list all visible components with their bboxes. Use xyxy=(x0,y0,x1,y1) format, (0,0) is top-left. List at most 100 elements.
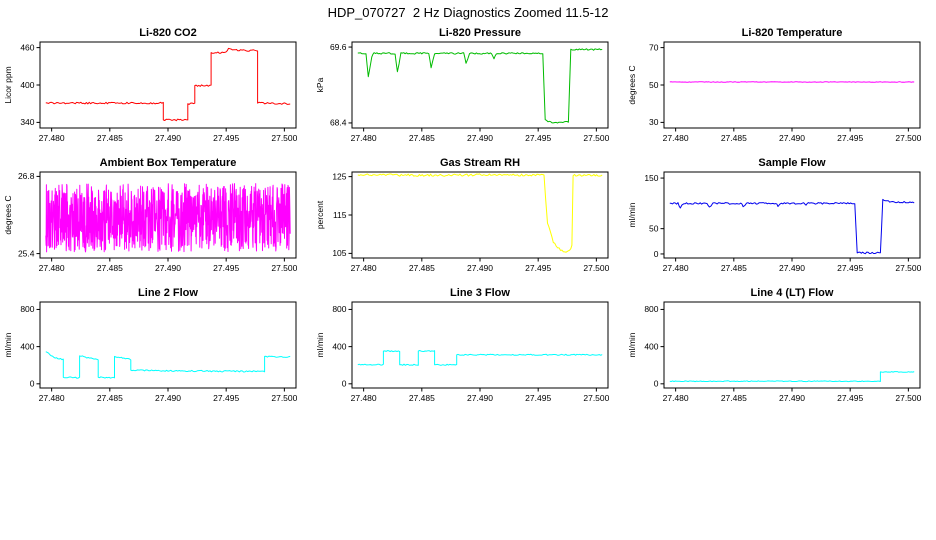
y-axis-label: degrees C xyxy=(3,195,13,234)
x-tick-label: 27.490 xyxy=(779,133,805,143)
x-tick-label: 27.485 xyxy=(409,133,435,143)
chart-panel-li-820-temperature: Li-820 Temperature degrees C 27.480 27.485 2… xyxy=(624,26,936,156)
chart-panel-gas-stream-rh: Gas Stream RH percent 27.480 27.485 27.490 27… xyxy=(312,156,624,286)
plot-box xyxy=(663,41,921,129)
x-tick-label: 27.485 xyxy=(721,263,747,273)
x-tick-label: 27.480 xyxy=(351,133,377,143)
chart-title: Sample Flow xyxy=(758,157,826,169)
x-tick-label: 27.495 xyxy=(525,393,551,403)
y-tick-label: 70 xyxy=(649,42,659,52)
plot-box xyxy=(351,301,609,389)
chart-svg-gas-stream-rh: Gas Stream RH percent 27.480 27.485 27.490 27… xyxy=(315,157,610,273)
chart-svg-line-3-flow: Line 3 Flow ml/min 27.480 27.485 27.490 27.49… xyxy=(315,287,610,403)
y-tick-label: 800 xyxy=(332,304,346,314)
y-tick-label: 400 xyxy=(20,80,34,90)
y-tick-label: 340 xyxy=(20,117,34,127)
chart-svg-line-2-flow: Line 2 Flow ml/min 27.480 27.485 27.490 27.49… xyxy=(3,287,298,403)
chart-title: Gas Stream RH xyxy=(440,157,520,169)
chart-panel-li-820-co2: Li-820 CO2 Licor ppm 27.480 27.485 27.490 27.… xyxy=(0,26,312,156)
series-line-li-820-pressure xyxy=(357,48,603,124)
series-line-sample-flow xyxy=(669,198,915,255)
plot-box xyxy=(39,171,297,259)
plot-box xyxy=(351,171,609,259)
series-line-gas-stream-rh xyxy=(357,173,603,253)
chart-svg-li-820-co2: Li-820 CO2 Licor ppm 27.480 27.485 27.490 27.… xyxy=(3,27,298,143)
chart-panel-line-2-flow: Line 2 Flow ml/min 27.480 27.485 27.490 27.49… xyxy=(0,286,312,416)
x-tick-label: 27.495 xyxy=(213,263,239,273)
y-tick-label: 125 xyxy=(332,171,346,181)
chart-svg-sample-flow: Sample Flow ml/min 27.480 27.485 27.490 27.49… xyxy=(627,157,922,273)
y-tick-label: 105 xyxy=(332,248,346,258)
chart-panel-li-820-pressure: Li-820 Pressure kPa 27.480 27.485 27.490 27.4… xyxy=(312,26,624,156)
x-tick-label: 27.480 xyxy=(663,263,689,273)
y-tick-label: 50 xyxy=(649,80,659,90)
chart-title: Line 4 (LT) Flow xyxy=(751,287,834,299)
charts-grid: Li-820 CO2 Licor ppm 27.480 27.485 27.490 27.… xyxy=(0,26,936,416)
y-tick-label: 800 xyxy=(20,304,34,314)
chart-title: Ambient Box Temperature xyxy=(100,157,237,169)
plot-box xyxy=(39,301,297,389)
x-tick-label: 27.495 xyxy=(213,393,239,403)
x-tick-label: 27.500 xyxy=(271,263,297,273)
x-tick-label: 27.495 xyxy=(213,133,239,143)
plot-box xyxy=(351,41,609,129)
y-axis-label: ml/min xyxy=(627,332,637,357)
y-tick-label: 0 xyxy=(654,379,659,389)
x-tick-label: 27.485 xyxy=(97,263,123,273)
plot-box xyxy=(663,301,921,389)
chart-svg-line-4-lt-flow: Line 4 (LT) Flow ml/min 27.480 27.485 27.490… xyxy=(627,287,922,403)
x-tick-label: 27.495 xyxy=(837,393,863,403)
x-tick-label: 27.495 xyxy=(525,133,551,143)
y-axis-label: degrees C xyxy=(627,65,637,104)
y-tick-label: 115 xyxy=(333,210,347,220)
y-tick-label: 800 xyxy=(644,304,658,314)
y-tick-label: 68.4 xyxy=(330,118,347,128)
x-tick-label: 27.485 xyxy=(409,263,435,273)
series-line-ambient-box-temperature xyxy=(45,183,291,253)
x-tick-label: 27.480 xyxy=(39,393,65,403)
y-tick-label: 50 xyxy=(649,223,659,233)
x-tick-label: 27.480 xyxy=(663,133,689,143)
chart-title: Line 3 Flow xyxy=(450,287,510,299)
x-tick-label: 27.490 xyxy=(155,263,181,273)
chart-title: Li-820 CO2 xyxy=(139,27,196,39)
x-tick-label: 27.500 xyxy=(583,263,609,273)
chart-panel-sample-flow: Sample Flow ml/min 27.480 27.485 27.490 27.49… xyxy=(624,156,936,286)
chart-title: Li-820 Temperature xyxy=(742,27,843,39)
y-axis-label: kPa xyxy=(315,77,325,92)
x-tick-label: 27.485 xyxy=(97,393,123,403)
x-tick-label: 27.485 xyxy=(721,133,747,143)
x-tick-label: 27.495 xyxy=(837,263,863,273)
series-line-line-3-flow xyxy=(357,350,603,366)
y-tick-label: 400 xyxy=(332,341,346,351)
x-tick-label: 27.490 xyxy=(467,393,493,403)
page-title: HDP_070727 2 Hz Diagnostics Zoomed 11.5-… xyxy=(327,5,609,20)
plot-box xyxy=(39,41,297,129)
x-tick-label: 27.490 xyxy=(779,393,805,403)
x-tick-label: 27.485 xyxy=(721,393,747,403)
chart-svg-li-820-pressure: Li-820 Pressure kPa 27.480 27.485 27.490 27.4… xyxy=(315,27,610,143)
x-tick-label: 27.500 xyxy=(583,393,609,403)
y-axis-label: Licor ppm xyxy=(3,66,13,103)
y-tick-label: 30 xyxy=(649,117,659,127)
x-tick-label: 27.480 xyxy=(351,263,377,273)
y-tick-label: 150 xyxy=(644,173,658,183)
x-tick-label: 27.480 xyxy=(351,393,377,403)
chart-svg-ambient-box-temperature: Ambient Box Temperature degrees C 27.480 27… xyxy=(3,157,298,273)
x-tick-label: 27.485 xyxy=(97,133,123,143)
chart-title: Line 2 Flow xyxy=(138,287,198,299)
x-tick-label: 27.490 xyxy=(467,133,493,143)
x-tick-label: 27.500 xyxy=(895,393,921,403)
x-tick-label: 27.480 xyxy=(39,263,65,273)
y-axis-label: ml/min xyxy=(627,202,637,227)
series-line-line-2-flow xyxy=(45,351,291,379)
x-tick-label: 27.500 xyxy=(895,133,921,143)
chart-panel-line-3-flow: Line 3 Flow ml/min 27.480 27.485 27.490 27.49… xyxy=(312,286,624,416)
y-tick-label: 25.4 xyxy=(18,248,35,258)
x-tick-label: 27.480 xyxy=(39,133,65,143)
x-tick-label: 27.495 xyxy=(525,263,551,273)
x-tick-label: 27.500 xyxy=(583,133,609,143)
y-tick-label: 0 xyxy=(342,379,347,389)
y-tick-label: 460 xyxy=(20,42,34,52)
